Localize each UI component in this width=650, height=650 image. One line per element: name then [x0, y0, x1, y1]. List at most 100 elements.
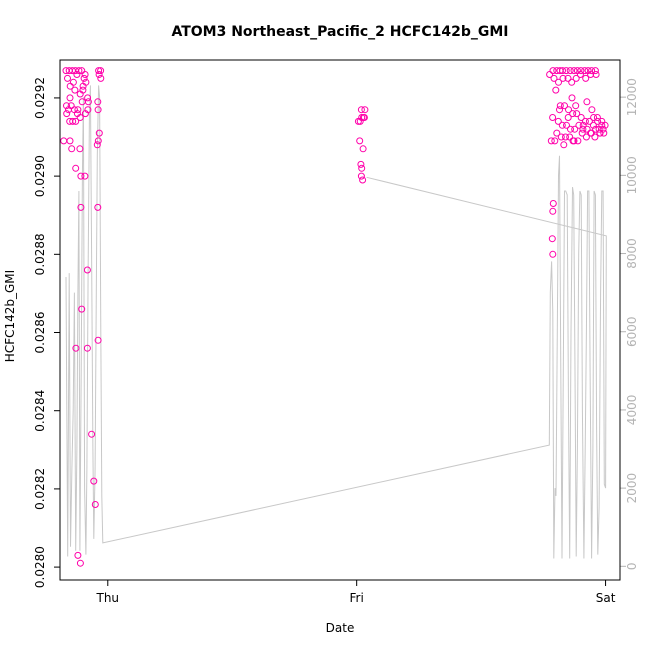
- data-point: [69, 117, 77, 125]
- y-axis-label: HCFC142b_GMI: [3, 270, 17, 362]
- y-axis-left: 0.0280 0.0282 0.0284 0.0286 0.0288 0.0290 0.02…: [33, 77, 61, 588]
- data-point: [594, 117, 602, 125]
- data-point: [577, 67, 585, 75]
- data-point: [569, 110, 577, 118]
- data-point: [552, 86, 560, 94]
- data-point: [94, 106, 102, 114]
- data-point: [554, 117, 562, 125]
- data-point: [563, 121, 570, 129]
- data-point: [596, 129, 604, 137]
- data-point: [556, 102, 564, 110]
- data-point: [83, 266, 91, 274]
- data-point: [553, 129, 561, 137]
- data-point: [66, 137, 74, 145]
- data-point: [357, 172, 365, 180]
- data-point: [83, 344, 91, 352]
- data-point: [567, 125, 574, 133]
- data-point: [551, 137, 559, 145]
- data-point: [80, 74, 88, 82]
- data-point: [77, 203, 85, 211]
- data-point: [590, 114, 598, 121]
- data-point: [561, 102, 568, 110]
- data-point: [549, 114, 557, 121]
- data-point: [76, 559, 84, 567]
- data-point: [357, 160, 365, 168]
- data-point: [356, 117, 364, 125]
- data-point: [579, 125, 587, 133]
- data-point: [74, 551, 82, 559]
- x-tick-label: Sat: [596, 591, 616, 605]
- data-point: [587, 129, 595, 137]
- data-point: [600, 129, 608, 137]
- data-point: [565, 106, 572, 114]
- data-point: [361, 106, 369, 114]
- data-point: [81, 71, 89, 78]
- data-point: [579, 121, 587, 129]
- data-point: [560, 141, 568, 149]
- data-point: [589, 121, 597, 129]
- data-point: [73, 71, 81, 78]
- data-point: [94, 98, 102, 106]
- chart-title: ATOM3 Northeast_Pacific_2 HCFC142b_GMI: [171, 24, 508, 40]
- data-point: [95, 67, 103, 75]
- data-point: [557, 133, 565, 141]
- data-point: [95, 129, 103, 137]
- data-point: [550, 74, 558, 82]
- y2-tick-label: 2000: [625, 473, 639, 504]
- data-point: [582, 133, 590, 141]
- data-point: [357, 106, 365, 114]
- data-point: [592, 125, 600, 133]
- data-point: [559, 74, 567, 82]
- data-point: [66, 94, 74, 102]
- data-point: [91, 501, 99, 508]
- x-tick-label: Fri: [350, 591, 364, 605]
- data-point: [358, 164, 366, 172]
- altitude-line: [65, 85, 607, 559]
- data-point: [90, 477, 98, 485]
- data-point: [93, 141, 101, 149]
- data-point: [558, 121, 566, 129]
- data-point: [575, 121, 583, 129]
- y2-tick-label: 6000: [625, 316, 639, 347]
- data-point: [568, 94, 576, 102]
- data-point: [549, 207, 557, 215]
- data-point: [577, 114, 585, 121]
- data-point: [588, 106, 596, 114]
- y-tick-label: 0.0280: [33, 546, 47, 588]
- data-point: [562, 133, 569, 141]
- x-axis: Thu Fri Sat: [96, 579, 616, 605]
- data-point: [572, 102, 580, 110]
- data-point: [72, 344, 80, 352]
- data-point: [564, 74, 572, 82]
- data-point: [97, 67, 105, 75]
- data-point: [78, 67, 86, 75]
- data-point: [81, 172, 89, 180]
- data-point: [566, 67, 574, 75]
- data-point: [549, 200, 557, 207]
- data-point: [64, 74, 71, 82]
- data-point: [583, 98, 591, 106]
- data-point: [84, 94, 92, 102]
- data-point: [572, 74, 580, 82]
- data-point: [68, 145, 76, 153]
- y-tick-label: 0.0290: [33, 155, 47, 197]
- y-axis-right: 0 2000 4000 6000 8000 10000 12000: [619, 78, 639, 570]
- data-point: [601, 121, 609, 129]
- data-point: [568, 78, 576, 86]
- data-point: [591, 133, 599, 141]
- data-point: [81, 110, 89, 118]
- altitude-line-layer: [65, 85, 607, 559]
- data-point: [592, 71, 600, 78]
- data-point: [548, 235, 556, 243]
- data-point: [60, 137, 68, 145]
- data-point: [562, 67, 570, 75]
- data-point: [63, 102, 70, 110]
- data-point: [556, 106, 563, 114]
- data-point: [571, 125, 579, 133]
- data-point: [94, 203, 102, 211]
- data-point: [84, 98, 92, 106]
- data-point: [564, 114, 572, 121]
- data-point: [598, 121, 606, 129]
- data-point: [74, 106, 82, 114]
